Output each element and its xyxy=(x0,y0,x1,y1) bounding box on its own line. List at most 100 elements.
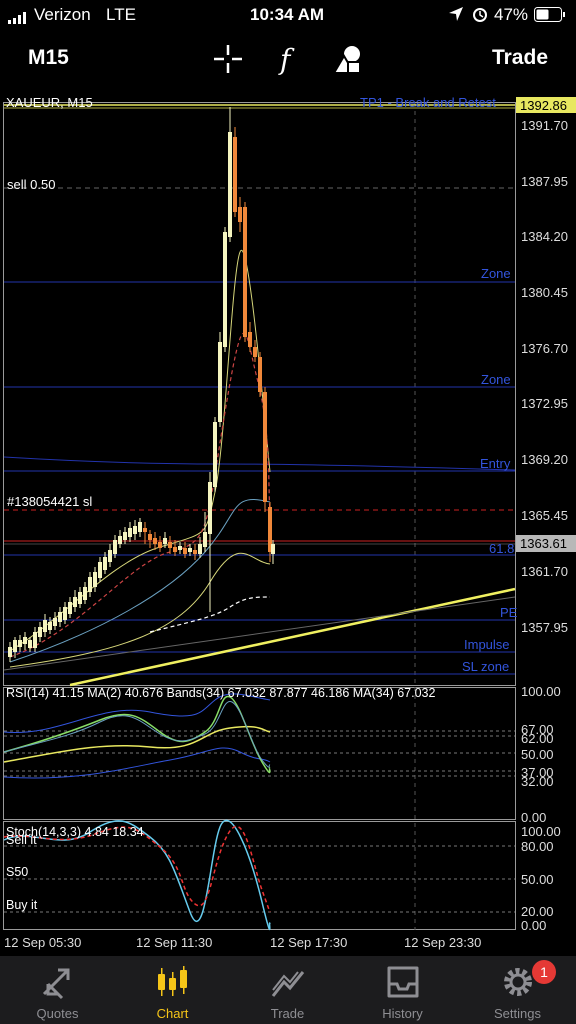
candle-body xyxy=(93,572,97,587)
sl-zone-label: SL zone xyxy=(462,659,509,674)
candle-body xyxy=(208,482,212,534)
candle-body xyxy=(153,538,157,544)
zone-label-1: Zone xyxy=(481,266,511,281)
stoch-tick: 20.00 xyxy=(521,904,554,919)
impulse-label: Impulse xyxy=(464,637,510,652)
price-chart[interactable]: 1392.86 1391.70 1387.95 1384.20 1380.45 … xyxy=(0,92,576,956)
timeframe-button[interactable]: M15 xyxy=(28,46,69,69)
rsi-tick: 32.00 xyxy=(521,774,554,789)
candle-body xyxy=(33,632,37,648)
tab-chart-label: Chart xyxy=(156,1006,189,1021)
current-price-tag xyxy=(516,535,576,552)
trade-button[interactable]: Trade xyxy=(491,46,548,69)
candle-body xyxy=(38,627,42,637)
tab-trade-label: Trade xyxy=(270,1006,305,1021)
pe-label: PE xyxy=(500,605,518,620)
candle-body xyxy=(88,577,92,592)
location-icon xyxy=(448,6,464,27)
candle-body xyxy=(63,607,67,620)
candle-body xyxy=(263,392,267,502)
candle-body xyxy=(48,622,52,630)
candle-body xyxy=(58,612,62,622)
candle-body xyxy=(43,620,47,632)
stoch-tick: 100.00 xyxy=(521,824,561,839)
price-tick: 1361.70 xyxy=(521,564,568,579)
stoch-label: Stoch(14,3,3) 4.84 18.34 xyxy=(6,825,144,839)
tab-quotes-label: Quotes xyxy=(36,1006,79,1021)
current-price-label: 1363.61 xyxy=(520,536,567,551)
top-price-label: 1392.86 xyxy=(520,98,567,113)
zone-label-2: Zone xyxy=(481,372,511,387)
candle-body xyxy=(103,557,107,570)
candlesticks xyxy=(8,107,275,662)
rsi-tick: 100.00 xyxy=(521,684,561,699)
price-tick: 1365.45 xyxy=(521,508,568,523)
tab-history-label: History xyxy=(382,1006,423,1021)
trend-line-gray xyxy=(3,596,516,671)
history-icon xyxy=(387,966,419,998)
rsi-tick: 50.00 xyxy=(521,747,554,762)
crosshair-icon[interactable] xyxy=(211,42,245,76)
time-tick: 12 Sep 23:30 xyxy=(404,935,481,950)
candle-body xyxy=(138,522,142,532)
time-axis: 12 Sep 05:30 12 Sep 11:30 12 Sep 17:30 1… xyxy=(4,935,481,950)
price-axis: 1392.86 1391.70 1387.95 1384.20 1380.45 … xyxy=(516,97,576,635)
candle-body xyxy=(233,137,237,212)
tab-quotes[interactable]: Quotes xyxy=(0,956,115,1024)
fib-label: 61.8 xyxy=(489,541,514,556)
settings-badge: 1 xyxy=(532,960,556,984)
stoch-sell-label: Sell it xyxy=(6,833,37,847)
candle-body xyxy=(178,546,182,550)
objects-icon[interactable] xyxy=(331,42,365,76)
candle-body xyxy=(253,347,257,357)
tp1-label: TP1 - Break and Retest xyxy=(360,95,496,110)
function-icon[interactable]: f xyxy=(272,42,306,76)
candle-body xyxy=(248,332,252,347)
price-tick: 1380.45 xyxy=(521,285,568,300)
stoch-buy-label: Buy it xyxy=(6,898,38,912)
rsi-tick: 67.00 xyxy=(521,722,554,737)
candle-body xyxy=(213,422,217,487)
candle-body xyxy=(148,534,152,540)
candle-body xyxy=(158,542,162,548)
tab-settings-label: Settings xyxy=(494,1006,541,1021)
ma-blue-line xyxy=(3,456,516,471)
price-tick: 1387.95 xyxy=(521,174,568,189)
chart-frame xyxy=(3,102,516,930)
rsi-tick: 0.00 xyxy=(521,810,546,825)
chart-toolbar: M15 f Trade xyxy=(0,30,576,92)
candle-body xyxy=(163,538,167,544)
rsi-pane: RSI(14) 41.15 MA(2) 40.676 Bands(34) 67.… xyxy=(3,684,561,825)
candle-body xyxy=(128,528,132,537)
stoch-tick: 0.00 xyxy=(521,918,546,933)
tab-history[interactable]: History xyxy=(345,956,460,1024)
tab-chart[interactable]: Chart xyxy=(115,956,230,1024)
stoch-tick: 80.00 xyxy=(521,839,554,854)
entry-label: Entry xyxy=(480,456,511,471)
candle-body xyxy=(218,342,222,422)
candle-body xyxy=(28,640,32,648)
sell-label: sell 0.50 xyxy=(7,177,55,192)
candle-body xyxy=(8,647,12,657)
candle-body xyxy=(108,550,112,562)
time-tick: 12 Sep 17:30 xyxy=(270,935,347,950)
svg-text:f: f xyxy=(278,43,295,76)
candle-body xyxy=(183,548,187,554)
tab-trade[interactable]: Trade xyxy=(230,956,345,1024)
rsi-tick: 37.00 xyxy=(521,765,554,780)
price-tick: 1369.20 xyxy=(521,452,568,467)
status-bar: Verizon LTE 10:34 AM 47% xyxy=(0,0,576,30)
candle-body xyxy=(83,587,87,600)
candle-body xyxy=(98,562,102,578)
clock: 10:34 AM xyxy=(250,5,325,24)
stochastic-pane: Stoch(14,3,3) 4.84 18.34 Sell it S50 Buy… xyxy=(3,819,561,933)
candle-body xyxy=(243,207,247,337)
candle-body xyxy=(198,544,202,554)
tab-settings[interactable]: 1 Settings xyxy=(460,956,575,1024)
candle-body xyxy=(113,540,117,554)
object-labels: XAUEUR, M15 TP1 - Break and Retest sell … xyxy=(6,95,518,674)
order-label: #138054421 sl xyxy=(7,494,92,509)
candle-body xyxy=(203,532,207,547)
candle-body xyxy=(238,207,242,222)
rsi-tick: 62.00 xyxy=(521,731,554,746)
